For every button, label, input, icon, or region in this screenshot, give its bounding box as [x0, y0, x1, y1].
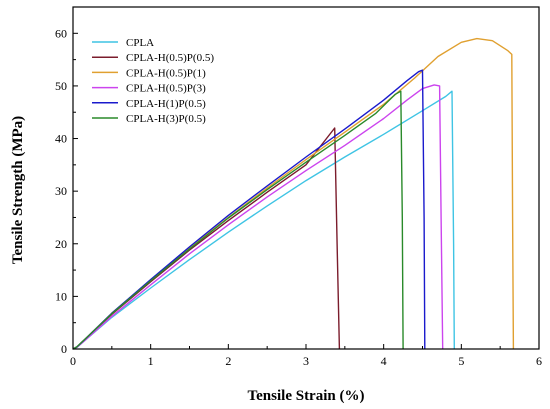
legend-label: CPLA-H(1)P(0.5) [126, 98, 206, 110]
series-line-6 [72, 90, 404, 350]
x-tick-label: 5 [458, 354, 464, 368]
x-tick-label: 2 [225, 354, 231, 368]
x-tick-label: 0 [70, 354, 76, 368]
x-tick-label: 6 [536, 354, 542, 368]
y-tick-label: 40 [55, 132, 67, 146]
y-tick-label: 0 [61, 342, 67, 356]
series-line-4 [72, 84, 444, 350]
y-axis-title: Tensile Strength (MPa) [10, 116, 26, 264]
y-tick-label: 50 [55, 79, 67, 93]
x-tick-label: 4 [381, 354, 387, 368]
legend: CPLA CPLA-H(0.5)P(0.5) CPLA-H(0.5)P(1) CPLA… [92, 37, 214, 125]
legend-label: CPLA-H(0.5)P(1) [126, 67, 206, 79]
legend-label: CPLA-H(0.5)P(0.5) [126, 52, 214, 64]
x-tick-label: 3 [303, 354, 309, 368]
y-tick-label: 30 [55, 184, 67, 198]
series-line-1 [72, 90, 455, 350]
y-tick-label: 10 [55, 289, 67, 303]
x-tick-label: 1 [148, 354, 154, 368]
y-tick-label: 60 [55, 26, 67, 40]
x-axis-title: Tensile Strain (%) [248, 388, 365, 404]
legend-label: CPLA-H(3)P(0.5) [126, 113, 206, 125]
legend-label: CPLA-H(0.5)P(3) [126, 83, 206, 95]
series-layer [72, 37, 515, 350]
legend-label: CPLA [126, 37, 154, 49]
y-tick-label: 20 [55, 237, 67, 251]
